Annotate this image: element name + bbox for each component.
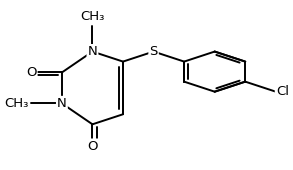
Text: CH₃: CH₃ [4,97,28,110]
Text: Cl: Cl [276,85,289,98]
Text: O: O [26,66,37,79]
Text: N: N [88,45,97,58]
Text: N: N [57,97,67,110]
Text: O: O [87,140,98,152]
Text: CH₃: CH₃ [80,10,105,23]
Text: S: S [149,45,158,58]
